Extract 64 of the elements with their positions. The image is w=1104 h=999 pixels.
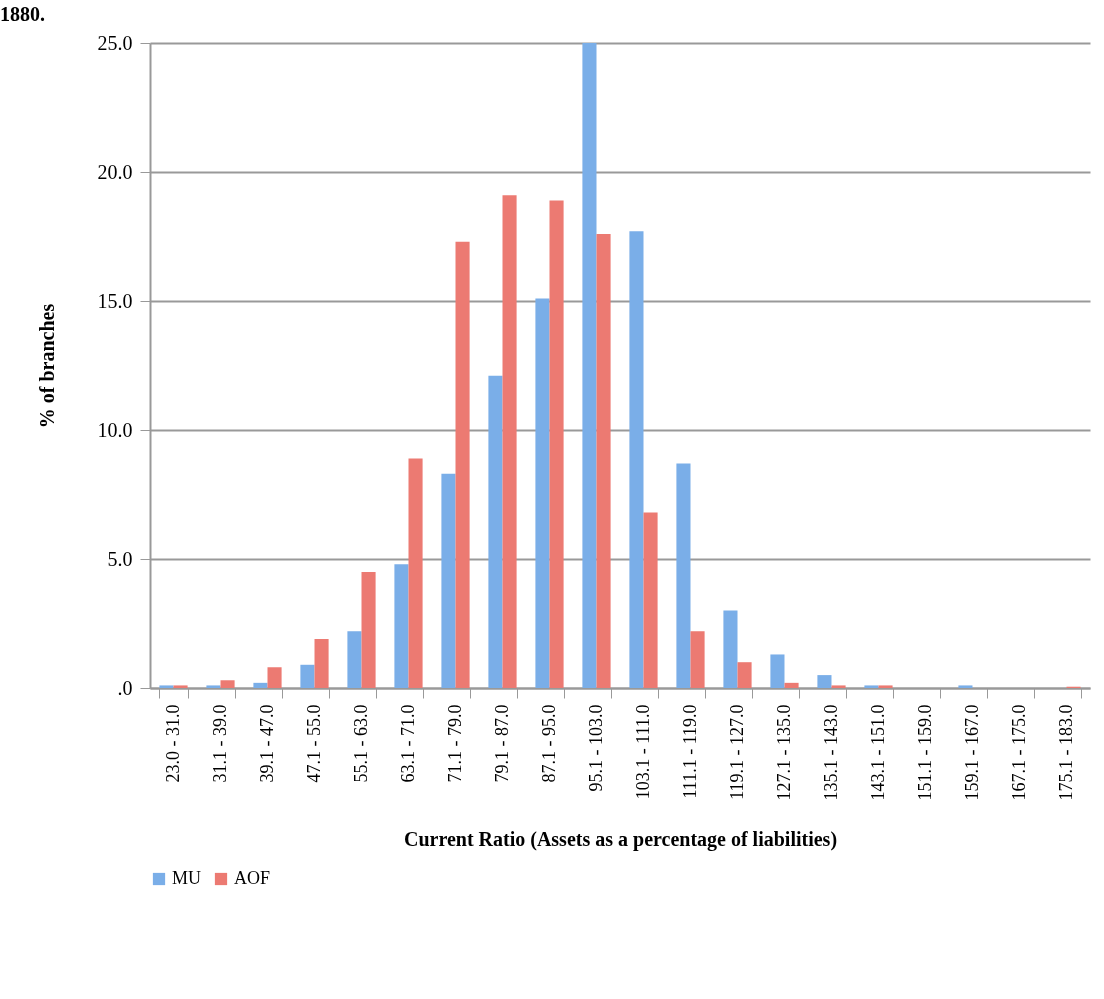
bar — [596, 233, 611, 688]
legend-label: AOF — [234, 868, 271, 888]
y-tick-label: 5.0 — [107, 547, 133, 570]
legend-label: MU — [172, 868, 202, 888]
bar — [394, 564, 409, 688]
bar — [864, 685, 879, 688]
x-tick-label: 55.1 - 63.0 — [351, 704, 371, 783]
x-tick-label: 167.1 - 175.0 — [1009, 704, 1029, 801]
x-tick-label: 143.1 - 151.0 — [868, 704, 888, 801]
y-tick-label: 20.0 — [97, 160, 133, 183]
x-tick-label: 103.1 - 111.0 — [633, 704, 653, 800]
bar — [629, 231, 644, 688]
x-tick-label: 111.1 - 119.0 — [680, 704, 700, 799]
x-tick-label: 159.1 - 167.0 — [962, 704, 982, 801]
bar — [549, 200, 564, 688]
y-tick-label: .0 — [117, 676, 133, 699]
bar — [159, 685, 174, 688]
x-tick-label: 79.1 - 87.0 — [492, 704, 512, 783]
bar — [502, 195, 517, 688]
bar — [831, 685, 846, 688]
x-tick-label: 47.1 - 55.0 — [304, 704, 324, 783]
bar — [267, 667, 282, 688]
bar — [784, 682, 799, 688]
bar — [361, 571, 376, 688]
x-tick-label: 23.0 - 31.0 — [163, 704, 183, 783]
x-tick-label: 95.1 - 103.0 — [586, 704, 606, 792]
bar — [220, 680, 235, 688]
x-axis-title: Current Ratio (Assets as a percentage of liabilities) — [403, 828, 838, 852]
bar — [206, 685, 221, 688]
bar — [488, 375, 503, 688]
bar — [347, 631, 362, 688]
y-tick-label: 25.0 — [97, 31, 133, 54]
bar — [173, 685, 188, 688]
x-tick-label: 31.1 - 39.0 — [210, 704, 230, 783]
bar — [441, 473, 456, 688]
bar — [643, 512, 658, 688]
bar — [314, 638, 329, 688]
x-tick-label: 119.1 - 127.0 — [727, 704, 747, 800]
bar — [690, 631, 705, 688]
bar — [300, 664, 315, 688]
y-tick-label: 10.0 — [97, 418, 133, 441]
bar — [676, 463, 691, 688]
x-tick-label: 87.1 - 95.0 — [539, 704, 559, 783]
bar — [817, 675, 832, 688]
x-tick-label: 39.1 - 47.0 — [257, 704, 277, 783]
bar — [770, 654, 785, 688]
bar — [408, 458, 423, 688]
bar — [582, 43, 597, 688]
x-tick-label: 175.1 - 183.0 — [1056, 704, 1076, 801]
x-tick-label: 71.1 - 79.0 — [445, 704, 465, 783]
bar — [723, 610, 738, 688]
x-tick-label: 151.1 - 159.0 — [915, 704, 935, 801]
x-tick-label: 135.1 - 143.0 — [821, 704, 841, 801]
bar — [455, 241, 470, 688]
bar — [878, 685, 893, 688]
bar — [958, 685, 973, 688]
x-tick-label: 127.1 - 135.0 — [774, 704, 794, 801]
chart-title: 1880. — [0, 3, 45, 25]
bar — [737, 662, 752, 688]
x-tick-label: 63.1 - 71.0 — [398, 704, 418, 783]
y-axis-title: % of branches — [35, 303, 58, 429]
bar — [535, 298, 550, 688]
bar — [253, 682, 268, 688]
y-tick-label: 15.0 — [97, 289, 133, 312]
